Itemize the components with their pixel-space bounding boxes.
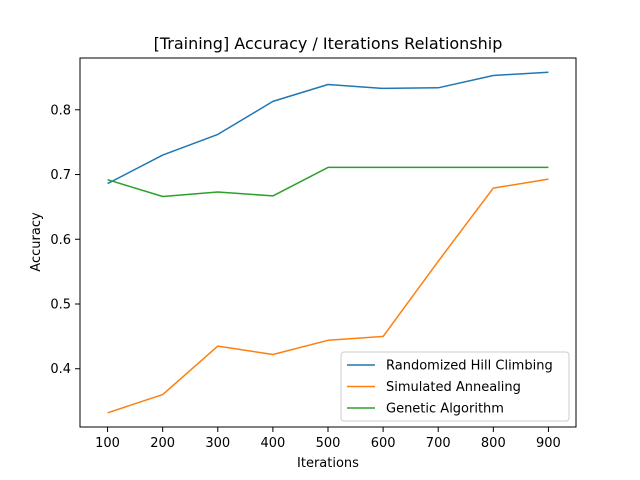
y-tick-label: 0.4 xyxy=(50,362,71,377)
y-axis-label: Accuracy xyxy=(29,212,44,272)
series-lines xyxy=(107,71,549,414)
legend-label: Randomized Hill Climbing xyxy=(386,359,553,374)
y-tick-label: 0.8 xyxy=(50,103,71,118)
y-tick-label: 0.5 xyxy=(50,298,71,313)
x-tick-label: 800 xyxy=(481,436,506,451)
series-line-0 xyxy=(107,71,549,185)
x-tick-label: 200 xyxy=(150,436,175,451)
legend: Randomized Hill Climbing Simulated Anneal… xyxy=(340,351,570,422)
x-tick-label: 700 xyxy=(426,436,451,451)
x-tick-label: 300 xyxy=(205,436,230,451)
y-tick-label: 0.7 xyxy=(50,168,71,183)
legend-label: Simulated Annealing xyxy=(386,380,521,395)
x-tick-label: 400 xyxy=(260,436,285,451)
y-axis: 0.4 0.5 0.6 0.7 0.8 xyxy=(50,103,80,377)
y-tick-label: 0.6 xyxy=(50,233,71,248)
x-tick-label: 900 xyxy=(536,436,561,451)
x-axis: 100 200 300 400 500 600 700 800 900 xyxy=(95,427,561,451)
x-tick-label: 600 xyxy=(371,436,396,451)
series-line-1 xyxy=(107,178,549,414)
x-tick-label: 100 xyxy=(95,436,120,451)
x-axis-label: Iterations xyxy=(297,456,359,471)
x-tick-label: 500 xyxy=(316,436,341,451)
legend-box xyxy=(340,351,570,422)
chart-title: [Training] Accuracy / Iterations Relatio… xyxy=(154,34,503,53)
legend-label: Genetic Algorithm xyxy=(386,402,504,417)
series-line-2 xyxy=(107,166,549,198)
